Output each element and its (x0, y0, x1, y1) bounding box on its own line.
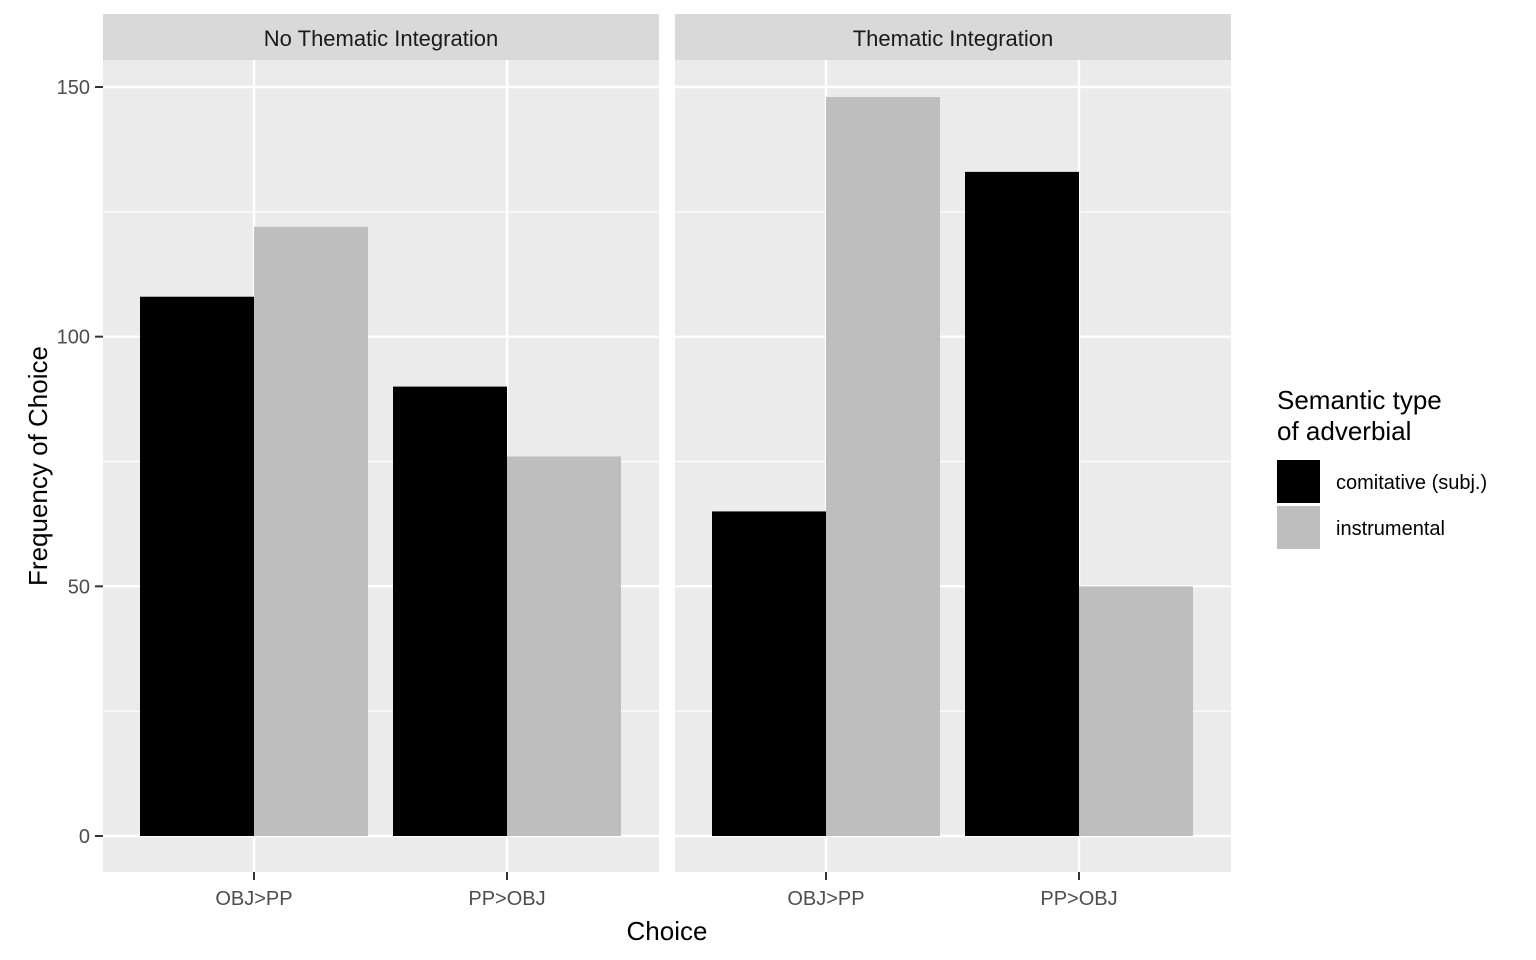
facet-strip (103, 14, 659, 60)
bar-instrumental (254, 226, 368, 836)
legend-label-comitative: comitative (subj.) (1336, 472, 1487, 494)
x-axis-title: Choice (627, 916, 708, 946)
y-tick-label: 0 (79, 826, 90, 848)
x-tick-label: PP>OBJ (1040, 888, 1117, 910)
bar-comitative (393, 386, 507, 836)
bar-comitative (965, 171, 1079, 837)
x-tick-label: PP>OBJ (468, 888, 545, 910)
y-tick-label: 150 (57, 77, 90, 99)
facet-strip (675, 14, 1231, 60)
bar-instrumental (507, 456, 621, 836)
bar-instrumental (1079, 586, 1193, 836)
legend-title-line-2: of adverbial (1277, 416, 1411, 446)
bar-comitative (712, 511, 826, 836)
y-axis-title: Frequency of Choice (23, 346, 53, 586)
legend: Semantic type of adverbial comitative (s… (1277, 385, 1487, 549)
axis-titles: Choice Frequency of Choice (23, 346, 707, 946)
legend-key-instrumental (1277, 506, 1320, 549)
bar-comitative (140, 296, 254, 837)
y-tick-label: 100 (57, 327, 90, 349)
facet-strip-label: Thematic Integration (853, 26, 1054, 51)
legend-title-line-1: Semantic type (1277, 385, 1442, 415)
chart-panels: No Thematic Integration OBJ>PP PP>OBJ Thema… (57, 14, 1231, 910)
legend-key-comitative (1277, 460, 1320, 503)
bar-instrumental (826, 96, 940, 836)
legend-label-instrumental: instrumental (1336, 518, 1445, 540)
x-tick-label: OBJ>PP (215, 888, 292, 910)
x-tick-label: OBJ>PP (787, 888, 864, 910)
facet-strip-label: No Thematic Integration (264, 26, 498, 51)
y-tick-label: 50 (68, 576, 90, 598)
